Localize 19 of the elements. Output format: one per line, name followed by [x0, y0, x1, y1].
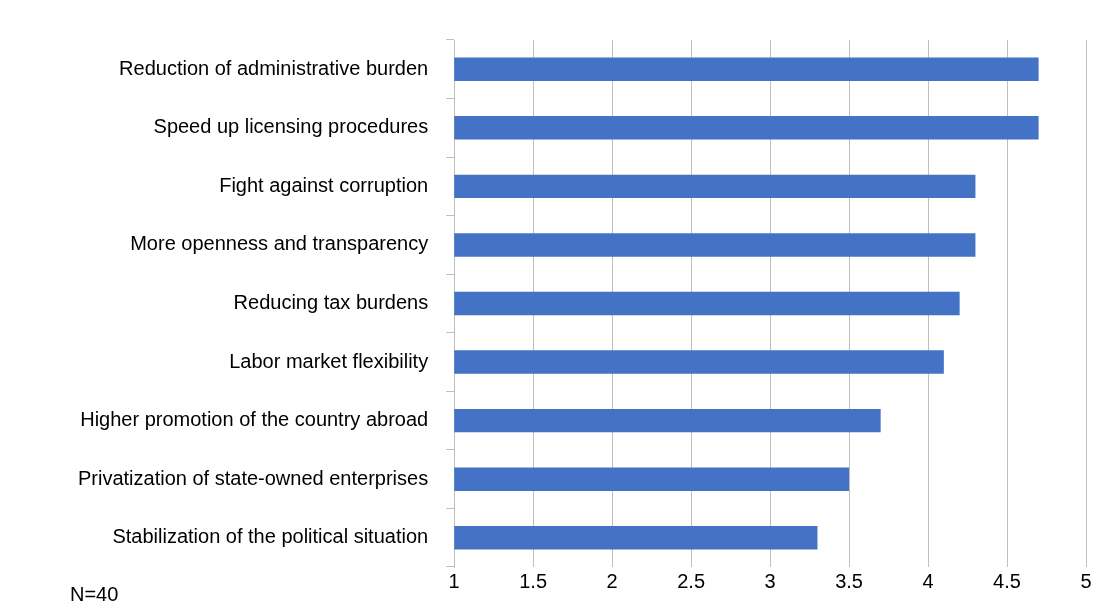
- x-tick-label: 2.5: [677, 569, 706, 592]
- text: N=40: [70, 582, 119, 605]
- y-tick-label: More openness and transparency: [130, 232, 429, 255]
- y-tick-label: Reducing tax burdens: [233, 291, 429, 314]
- x-tick-label: 3: [764, 569, 776, 592]
- x-tick-label: 3.5: [835, 569, 863, 592]
- y-tick-label: Higher promotion of the country abroad: [80, 408, 429, 431]
- x-tick-label: 5: [1080, 569, 1092, 592]
- x-tick-label: 1.5: [519, 569, 548, 592]
- x-tick-label: 4.5: [993, 569, 1021, 592]
- y-tick-label: Reduction of administrative burden: [119, 56, 429, 79]
- y-tick-label: Fight against corruption: [219, 173, 429, 196]
- x-tick-label: 2: [606, 569, 618, 592]
- x-tick-label: 4: [922, 569, 934, 592]
- y-tick-label: Stabilization of the political situation: [112, 525, 429, 548]
- y-tick-label: Privatization of state-owned enterprises: [77, 466, 429, 489]
- y-tick-label: Speed up licensing procedures: [153, 115, 429, 138]
- y-tick-label: Labor market flexibility: [229, 349, 429, 372]
- x-tick-label: 1: [448, 569, 460, 592]
